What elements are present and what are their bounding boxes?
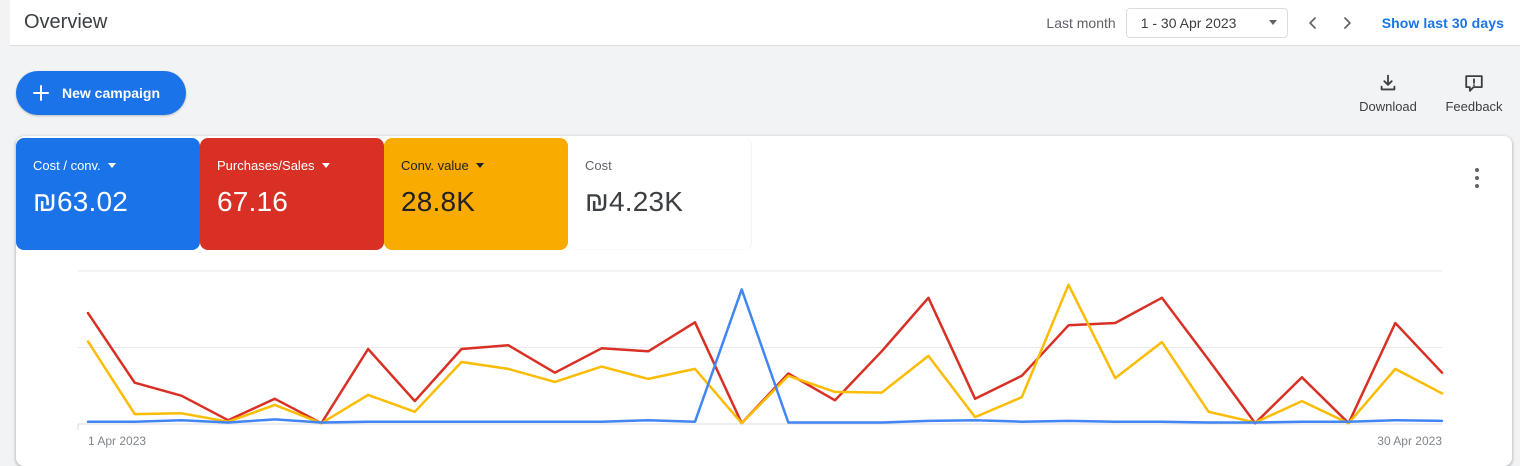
metric-dropdown-caret-icon xyxy=(321,163,330,168)
download-icon xyxy=(1380,74,1396,91)
scorecard-cost[interactable]: Cost ₪4.23K xyxy=(568,138,752,250)
more-options-button[interactable] xyxy=(1461,160,1493,196)
chart-line-purchases-sales xyxy=(86,296,1444,425)
quick-actions: Download Feedback xyxy=(1356,72,1506,114)
overview-chart: 1 Apr 2023 30 Apr 2023 xyxy=(16,250,1512,466)
scorecard-label: Conv. value xyxy=(401,158,469,173)
overview-chart-svg: 1 Apr 2023 30 Apr 2023 xyxy=(77,270,1444,448)
scorecard-purchases-sales[interactable]: Purchases/Sales 67.16 xyxy=(200,138,384,250)
new-campaign-button[interactable]: New campaign xyxy=(16,71,187,115)
feedback-label: Feedback xyxy=(1445,99,1503,114)
date-range-selector[interactable]: 1 - 30 Apr 2023 xyxy=(1125,7,1288,38)
scorecard-conv-value[interactable]: Conv. value 28.8K xyxy=(384,138,568,250)
date-range-controls: Last month 1 - 30 Apr 2023 Show last 30 … xyxy=(1046,6,1520,40)
scorecard-value: ₪4.23K xyxy=(585,186,684,217)
scorecards-row: Cost / conv. ₪63.02 Purchases/Sales 67.1… xyxy=(16,136,1512,250)
page-header: Overview Last month 1 - 30 Apr 2023 Show… xyxy=(10,0,1520,46)
scorecard-label: Cost / conv. xyxy=(33,158,101,173)
dropdown-caret-icon xyxy=(1268,20,1277,25)
chevron-right-icon xyxy=(1343,16,1351,29)
chart-line-cost-conv- xyxy=(86,288,1444,424)
chart-line-conv-value xyxy=(86,283,1444,425)
feedback-button[interactable]: Feedback xyxy=(1442,72,1506,114)
scorecard-cost-per-conv[interactable]: Cost / conv. ₪63.02 xyxy=(16,138,200,250)
download-button[interactable]: Download xyxy=(1356,72,1420,114)
overview-panel: Cost / conv. ₪63.02 Purchases/Sales 67.1… xyxy=(16,136,1512,466)
show-last-30-days-link[interactable]: Show last 30 days xyxy=(1381,14,1504,31)
scorecard-value: ₪63.02 xyxy=(33,186,129,217)
date-range-preset-label: Last month xyxy=(1046,14,1116,31)
x-axis-label-start: 1 Apr 2023 xyxy=(88,434,146,448)
new-campaign-label: New campaign xyxy=(62,85,161,101)
scorecard-label: Purchases/Sales xyxy=(217,158,315,173)
download-label: Download xyxy=(1359,99,1417,114)
chevron-left-icon xyxy=(1308,16,1316,29)
x-axis-label-end: 30 Apr 2023 xyxy=(1377,434,1442,448)
feedback-icon xyxy=(1465,75,1483,92)
date-range-value: 1 - 30 Apr 2023 xyxy=(1140,14,1237,31)
previous-period-button[interactable] xyxy=(1296,6,1330,40)
plus-icon xyxy=(33,85,49,101)
page-title: Overview xyxy=(24,11,108,33)
scorecard-value: 67.16 xyxy=(217,186,289,217)
next-period-button[interactable] xyxy=(1330,6,1364,40)
scorecard-value: 28.8K xyxy=(401,186,476,217)
scorecard-label: Cost xyxy=(585,158,612,173)
kebab-menu-icon xyxy=(1475,168,1479,172)
metric-dropdown-caret-icon xyxy=(107,163,116,168)
metric-dropdown-caret-icon xyxy=(475,163,484,168)
